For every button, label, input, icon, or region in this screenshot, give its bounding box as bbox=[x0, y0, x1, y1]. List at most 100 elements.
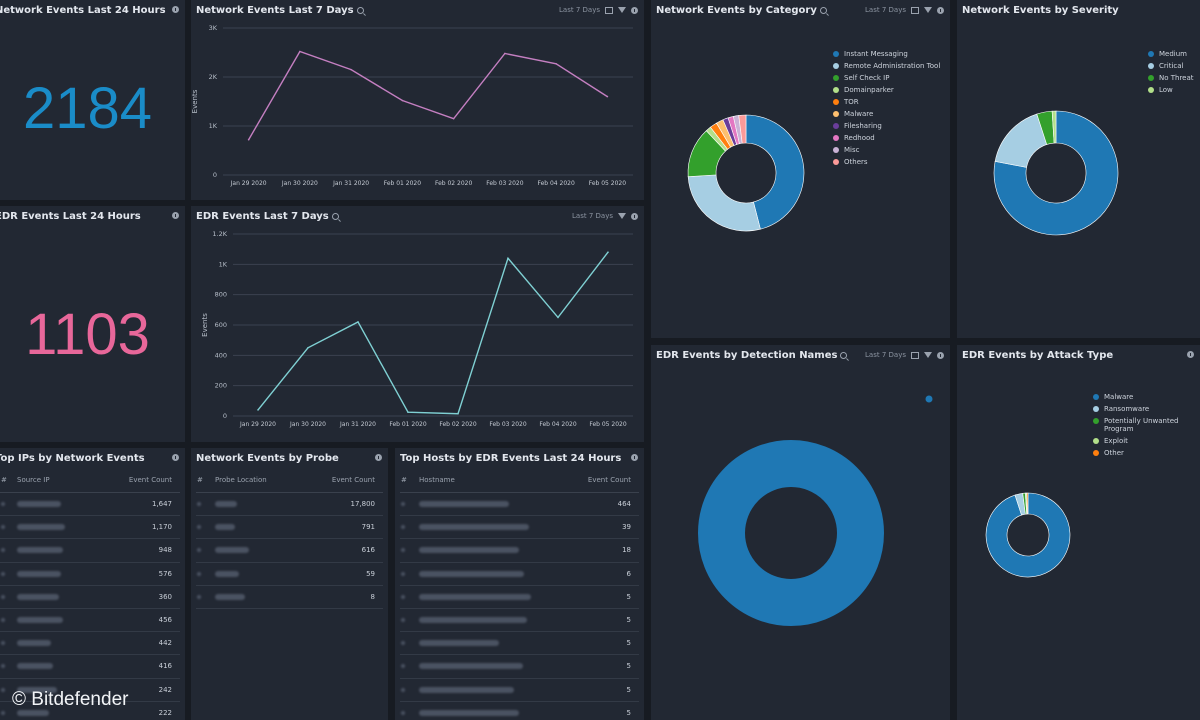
table-row[interactable]: 5 bbox=[400, 608, 639, 633]
column-header-index[interactable]: # bbox=[196, 468, 214, 493]
column-header-event-count[interactable]: Event Count bbox=[569, 468, 639, 493]
data-point[interactable] bbox=[607, 251, 609, 253]
slice-malware[interactable] bbox=[985, 492, 1071, 578]
data-point[interactable] bbox=[555, 62, 557, 65]
legend-item[interactable]: Misc bbox=[833, 146, 948, 154]
legend-item[interactable]: Others bbox=[833, 158, 948, 166]
column-header-event-count[interactable]: Event Count bbox=[299, 468, 383, 493]
data-point[interactable] bbox=[401, 99, 404, 102]
slice-instant-messaging[interactable] bbox=[745, 114, 805, 230]
table-row[interactable]: 576 bbox=[0, 562, 180, 586]
table-row[interactable]: 616 bbox=[196, 538, 383, 563]
table-row[interactable]: 59 bbox=[196, 562, 383, 586]
table-row[interactable]: 948 bbox=[0, 538, 180, 563]
legend-item[interactable]: Self Check IP bbox=[833, 74, 948, 82]
table-row[interactable]: 1,170 bbox=[0, 515, 180, 540]
column-header-index[interactable]: # bbox=[400, 468, 418, 493]
column-header-event-count[interactable]: Event Count bbox=[96, 468, 180, 493]
slice-value[interactable] bbox=[698, 440, 884, 626]
data-point[interactable] bbox=[452, 117, 455, 120]
slice-low[interactable] bbox=[1051, 110, 1057, 144]
data-point[interactable] bbox=[307, 346, 309, 349]
legend-item[interactable]: Remote Administration Tool bbox=[833, 62, 948, 70]
legend-item[interactable]: TOR bbox=[833, 98, 948, 106]
zoom-icon[interactable] bbox=[819, 6, 827, 14]
slice-medium[interactable] bbox=[993, 110, 1119, 236]
data-point[interactable] bbox=[507, 257, 509, 260]
filter-icon[interactable] bbox=[924, 7, 932, 13]
info-icon[interactable] bbox=[631, 454, 638, 461]
table-row[interactable]: 5 bbox=[400, 585, 639, 609]
table-row[interactable]: 17,800 bbox=[196, 492, 383, 517]
info-icon[interactable] bbox=[172, 454, 179, 461]
filter-icon[interactable] bbox=[924, 352, 932, 358]
data-point[interactable] bbox=[247, 138, 250, 141]
time-range-label[interactable]: Last 7 Days bbox=[865, 351, 906, 359]
legend-item[interactable]: Domainparker bbox=[833, 86, 948, 94]
zoom-icon[interactable] bbox=[840, 351, 848, 359]
data-point[interactable] bbox=[457, 412, 459, 415]
legend-item[interactable]: Filesharing bbox=[833, 122, 948, 130]
table-row[interactable]: 791 bbox=[196, 515, 383, 540]
time-range-label[interactable]: Last 7 Days bbox=[559, 6, 600, 14]
slice-remote-administration-tool[interactable] bbox=[687, 174, 761, 232]
info-icon[interactable] bbox=[1187, 351, 1194, 358]
zoom-icon[interactable] bbox=[356, 6, 364, 14]
slice-critical[interactable] bbox=[994, 113, 1048, 168]
table-row[interactable]: 8 bbox=[196, 585, 383, 609]
data-point[interactable] bbox=[257, 409, 259, 411]
legend-item[interactable]: Potentially Unwanted Program bbox=[1093, 417, 1197, 433]
legend-item[interactable]: Critical bbox=[1148, 62, 1200, 70]
table-row[interactable]: 222 bbox=[0, 701, 180, 720]
legend-item[interactable]: Instant Messaging bbox=[833, 50, 948, 58]
legend-item[interactable]: Exploit bbox=[1093, 437, 1197, 445]
data-point[interactable] bbox=[357, 321, 359, 323]
slice-others[interactable] bbox=[738, 114, 747, 144]
legend-item[interactable]: Low bbox=[1148, 86, 1200, 94]
table-row[interactable]: 6 bbox=[400, 562, 639, 586]
data-point[interactable] bbox=[557, 316, 559, 319]
info-icon[interactable] bbox=[375, 454, 382, 461]
table-row[interactable]: 442 bbox=[0, 631, 180, 656]
info-icon[interactable] bbox=[631, 6, 638, 14]
table-row[interactable]: 39 bbox=[400, 515, 639, 540]
legend-item[interactable]: Malware bbox=[1093, 393, 1197, 401]
column-header-hostname[interactable]: Hostname bbox=[418, 468, 570, 493]
time-range-label[interactable]: Last 7 Days bbox=[865, 6, 906, 14]
table-row[interactable]: 242 bbox=[0, 678, 180, 702]
data-point[interactable] bbox=[407, 411, 409, 414]
info-icon[interactable] bbox=[631, 212, 638, 220]
info-icon[interactable] bbox=[937, 6, 944, 14]
data-point[interactable] bbox=[350, 68, 352, 71]
filter-icon[interactable] bbox=[618, 213, 626, 219]
legend-item[interactable]: Medium bbox=[1148, 50, 1200, 58]
info-icon[interactable] bbox=[172, 212, 179, 219]
legend-item[interactable]: Malware bbox=[833, 110, 948, 118]
export-icon[interactable] bbox=[911, 6, 919, 14]
column-header-probe-location[interactable]: Probe Location bbox=[214, 468, 300, 493]
table-row[interactable]: 5 bbox=[400, 678, 639, 702]
export-icon[interactable] bbox=[605, 6, 613, 14]
legend-item[interactable]: Ransomware bbox=[1093, 405, 1197, 413]
table-row[interactable]: 360 bbox=[0, 585, 180, 609]
data-point[interactable] bbox=[299, 50, 301, 53]
table-row[interactable]: 464 bbox=[400, 492, 639, 517]
table-row[interactable]: 5 bbox=[400, 701, 639, 720]
table-row[interactable]: 5 bbox=[400, 654, 639, 679]
filter-icon[interactable] bbox=[618, 7, 626, 13]
export-icon[interactable] bbox=[911, 351, 919, 359]
time-range-label[interactable]: Last 7 Days bbox=[572, 212, 613, 220]
data-point[interactable] bbox=[504, 52, 506, 55]
info-icon[interactable] bbox=[937, 351, 944, 359]
table-row[interactable]: 456 bbox=[0, 608, 180, 633]
column-header-source-ip[interactable]: Source IP bbox=[16, 468, 97, 493]
column-header-index[interactable]: # bbox=[0, 468, 16, 493]
table-row[interactable]: 1,647 bbox=[0, 492, 180, 517]
legend-item[interactable]: Redhood bbox=[833, 134, 948, 142]
data-point[interactable] bbox=[606, 95, 609, 98]
table-row[interactable]: 18 bbox=[400, 538, 639, 563]
legend-swatch[interactable] bbox=[925, 395, 933, 403]
table-row[interactable]: 5 bbox=[400, 631, 639, 656]
zoom-icon[interactable] bbox=[331, 212, 339, 220]
slice-other[interactable] bbox=[1026, 492, 1029, 515]
